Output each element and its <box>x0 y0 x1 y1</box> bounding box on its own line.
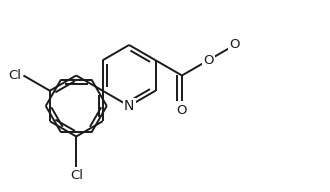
Text: N: N <box>124 99 134 113</box>
Text: Cl: Cl <box>70 169 83 182</box>
Text: O: O <box>177 104 187 117</box>
Text: O: O <box>203 54 214 67</box>
Text: Cl: Cl <box>8 69 21 82</box>
Text: O: O <box>229 38 240 51</box>
